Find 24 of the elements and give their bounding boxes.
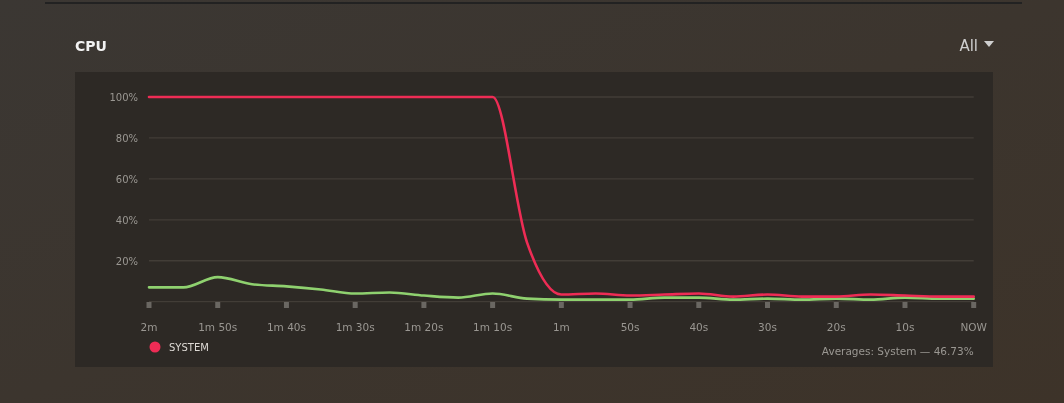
x-tick-label: 10s [895,321,915,333]
text: All [959,37,978,55]
x-tick-label: NOW [960,321,988,333]
x-tick-label: 1m 50s [198,321,238,333]
x-tick-label: 1m 10s [473,321,513,333]
x-tick-label: 20s [826,321,846,333]
line-series [147,275,975,301]
x-tick-label: 1m 20s [404,321,444,333]
y-tick-label: 40% [115,214,138,226]
line-series [147,95,975,298]
y-tick-label: 100% [109,92,138,103]
text: Averages: System — 46.73% [821,345,974,357]
x-tick-label: 2m [140,321,158,333]
x-tick-label: 1m [552,321,570,333]
x-tick-label: 1m 30s [335,321,375,333]
y-tick-label: 20% [115,255,138,267]
x-tick-label: 1m 40s [266,321,306,333]
x-tick-label: 50s [620,321,640,333]
y-tick-label: 60% [115,173,138,185]
x-tick-label: 40s [689,321,709,333]
chart-title: CPU [75,38,107,54]
y-tick-label: 80% [115,132,138,144]
x-tick-label: 30s [758,321,777,333]
legend-label: SYSTEM [169,342,209,353]
